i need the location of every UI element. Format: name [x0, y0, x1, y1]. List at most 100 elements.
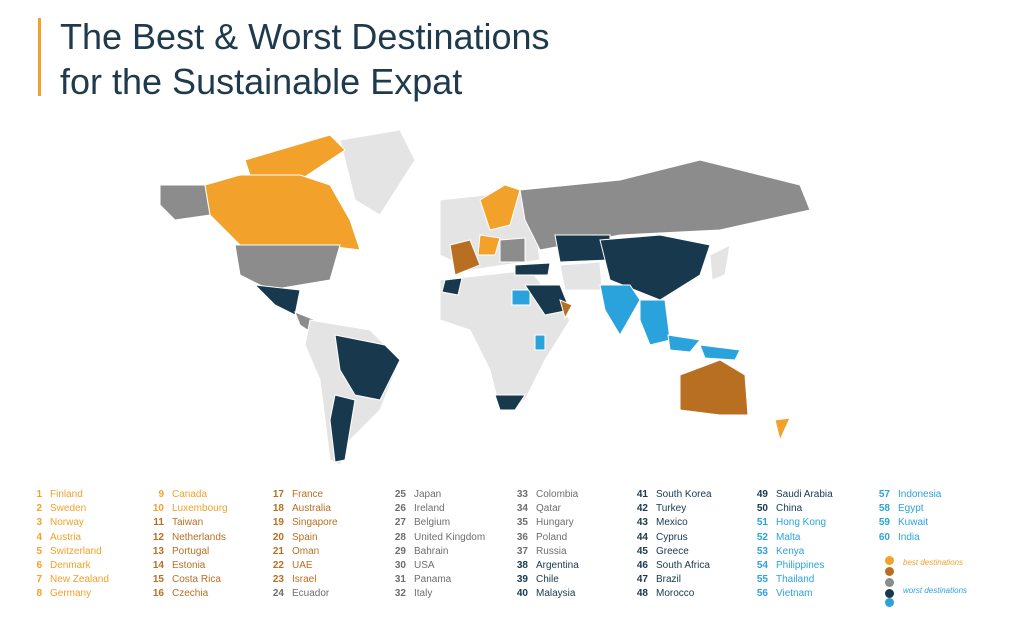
ranking-item: 38 Argentina	[514, 560, 579, 571]
rank: 20	[272, 531, 284, 543]
ranking-item: 26 Ireland	[392, 503, 445, 514]
ranking-item: 29 Bahrain	[392, 546, 449, 557]
ranking-item: 31 Panama	[392, 574, 451, 585]
ranking-item: 42 Turkey	[634, 503, 686, 514]
ranking-item: 36 Poland	[514, 532, 567, 543]
country: Switzerland	[50, 545, 102, 557]
ranking-item: 1 Finland	[28, 489, 83, 500]
ranking-item: 28 United Kingdom	[392, 532, 485, 543]
ranking-item: 27 Belgium	[392, 517, 450, 528]
ranking-item: 11 Taiwan	[150, 517, 203, 528]
ranking-item: 14 Estonia	[150, 560, 205, 571]
ranking-item: 51 Hong Kong	[754, 517, 826, 528]
legend-label: worst destinations	[903, 586, 968, 595]
ranking-item: 17 France	[270, 489, 323, 500]
rank: 25	[394, 489, 406, 500]
rank: 47	[636, 574, 648, 586]
country: Greece	[656, 545, 689, 557]
rank: 10	[152, 503, 164, 515]
rank: 39	[516, 574, 528, 586]
rank: 16	[152, 588, 164, 600]
country: China	[776, 503, 803, 515]
ranking-item: 41 South Korea	[634, 489, 712, 500]
rank: 21	[272, 545, 284, 557]
ranking-item: 57 Indonesia	[876, 489, 942, 500]
rank: 19	[272, 517, 284, 529]
ranking-item: 49 Saudi Arabia	[754, 489, 833, 500]
ranking-item: 6 Denmark	[28, 560, 90, 571]
country: India	[898, 531, 920, 543]
ranking-item: 56 Vietnam	[754, 588, 813, 599]
ranking-item: 12 Netherlands	[150, 532, 226, 543]
country: Japan	[414, 489, 442, 500]
ranking-item: 4 Austria	[28, 532, 81, 543]
country: Finland	[50, 489, 83, 500]
rank: 22	[272, 560, 284, 571]
rank: 37	[516, 545, 528, 557]
rank: 12	[152, 531, 164, 543]
ranking-item: 16 Czechia	[150, 588, 208, 599]
ranking-item: 33 Colombia	[514, 489, 578, 500]
ranking-item: 35 Hungary	[514, 517, 574, 528]
country: South Africa	[656, 560, 710, 571]
country: New Zealand	[50, 574, 109, 586]
rank: 56	[756, 588, 768, 600]
country: Canada	[172, 489, 208, 500]
ranking-item: 2 Sweden	[28, 503, 86, 514]
ranking-item: 53 Kenya	[754, 546, 804, 557]
ranking-item: 13 Portugal	[150, 546, 209, 557]
country: Estonia	[172, 560, 206, 571]
country: Thailand	[776, 574, 815, 586]
ranking-item: 50 China	[754, 503, 802, 514]
country: Ecuador	[292, 588, 330, 600]
rank: 7	[36, 574, 42, 586]
ranking-item: 40 Malaysia	[514, 588, 576, 600]
legend-swatch	[885, 598, 894, 607]
country: Oman	[292, 545, 320, 557]
rank: 59	[878, 517, 890, 529]
rank: 55	[756, 574, 768, 586]
title-line: for the Sustainable Expat	[60, 61, 463, 102]
ranking-item: 18 Australia	[270, 503, 331, 514]
ranking-item: 30 USA	[392, 560, 435, 571]
country: Indonesia	[898, 489, 942, 500]
ranking-item: 8 Germany	[28, 588, 91, 599]
rank: 27	[394, 517, 406, 529]
legend-swatch	[885, 556, 894, 565]
rank: 38	[516, 560, 528, 571]
rank: 28	[394, 531, 406, 543]
country: Costa Rica	[172, 574, 221, 586]
legend-swatch	[885, 567, 894, 576]
country: Austria	[50, 531, 82, 543]
rank: 24	[272, 588, 284, 600]
ranking-item: 19 Singapore	[270, 517, 338, 528]
rank: 2	[36, 503, 42, 515]
ranking-item: 59 Kuwait	[876, 517, 928, 528]
country: Colombia	[536, 489, 579, 500]
country: Malaysia	[536, 588, 576, 600]
ranking-item: 45 Greece	[634, 546, 689, 557]
ranking-item: 39 Chile	[514, 574, 559, 585]
country: Czechia	[172, 588, 209, 600]
rank: 6	[36, 560, 42, 571]
ranking-item: 22 UAE	[270, 560, 313, 571]
ranking-item: 37 Russia	[514, 546, 567, 557]
country: Spain	[292, 531, 318, 543]
country: Morocco	[656, 588, 695, 600]
ranking-item: 47 Brazil	[634, 574, 681, 585]
country: Sweden	[50, 503, 87, 515]
ranking-item: 32 Italy	[392, 588, 432, 599]
rank: 35	[516, 517, 528, 529]
country: Poland	[536, 531, 568, 543]
rank: 4	[36, 531, 42, 543]
rank: 5	[36, 545, 42, 557]
country: Luxembourg	[172, 503, 228, 515]
rank: 1	[36, 489, 42, 500]
rank: 54	[756, 560, 768, 571]
rank: 44	[636, 531, 648, 543]
ranking-item: 48 Morocco	[634, 588, 694, 599]
rank: 23	[272, 574, 284, 586]
country: Portugal	[172, 545, 210, 557]
country: France	[292, 489, 324, 500]
